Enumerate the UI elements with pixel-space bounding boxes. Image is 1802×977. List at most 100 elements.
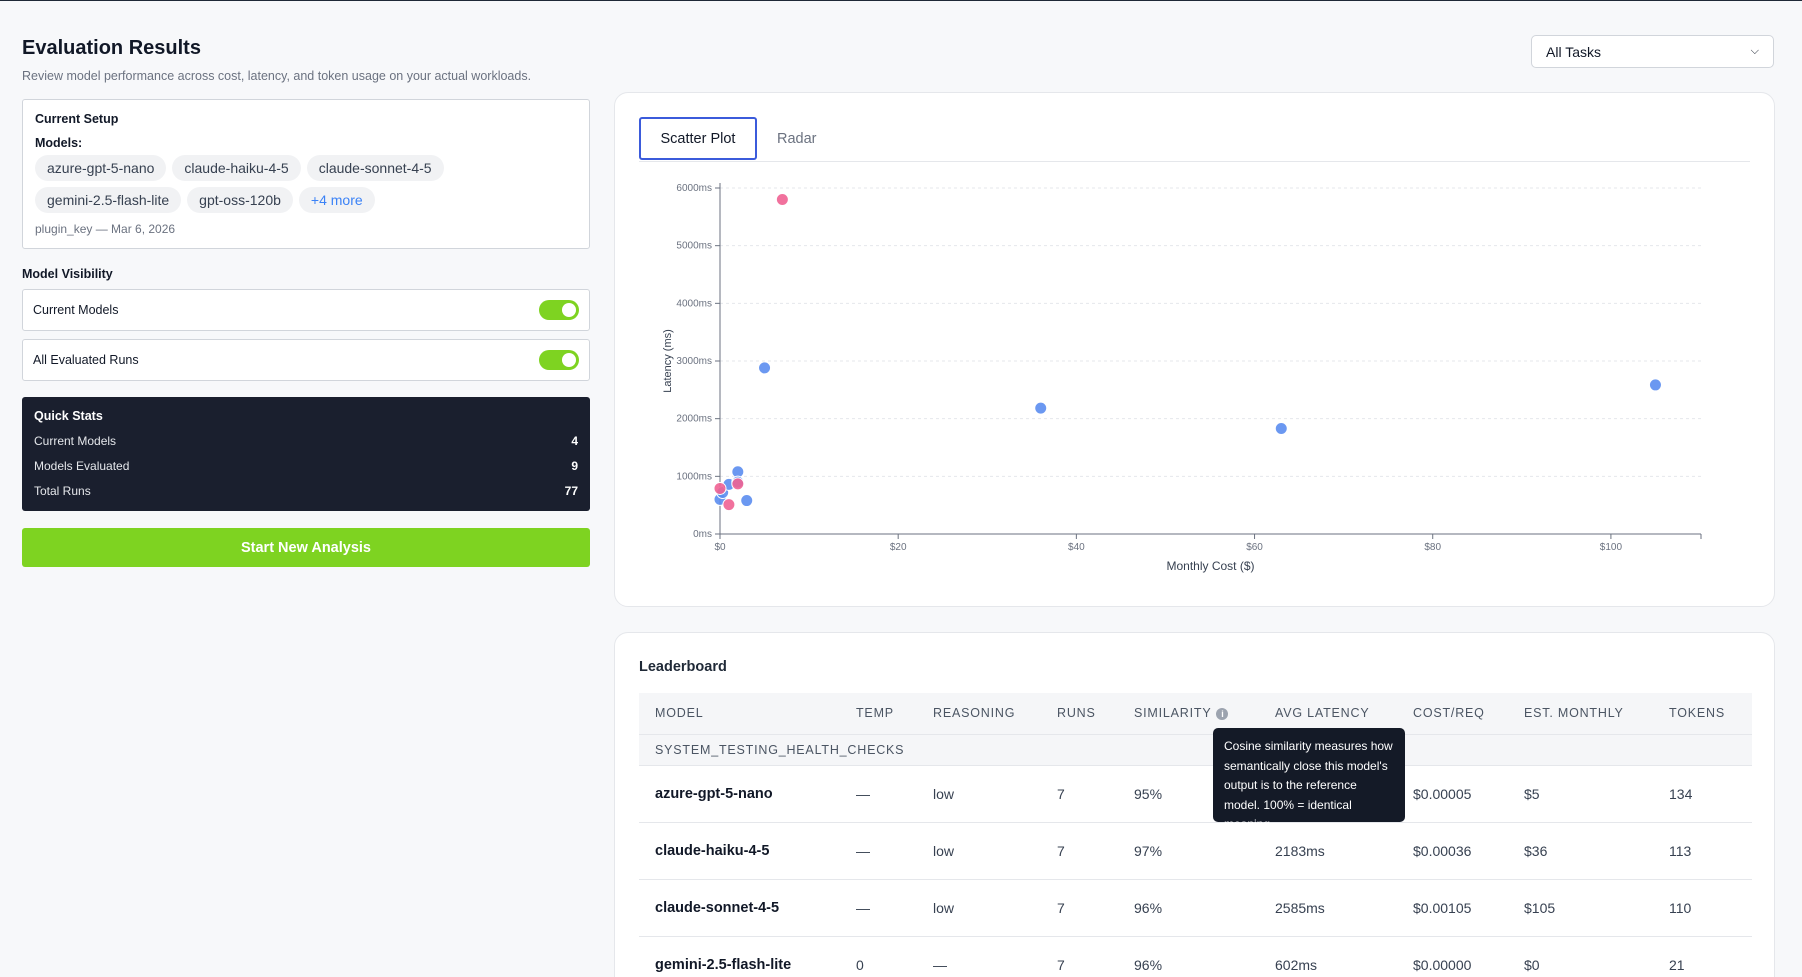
chevron-down-icon: ⌵ bbox=[1750, 45, 1759, 57]
current-models-toggle-row: Current Models bbox=[22, 289, 590, 331]
col-temp[interactable]: TEMP bbox=[840, 693, 917, 735]
cell-reasoning: low bbox=[917, 879, 1041, 937]
stat-label: Current Models bbox=[34, 434, 117, 448]
data-point bbox=[758, 361, 772, 375]
quick-stats-card: Quick Stats Current Models 4 Models Eval… bbox=[22, 397, 590, 511]
col-reasoning[interactable]: REASONING bbox=[917, 693, 1041, 735]
cell-latency: 2585ms bbox=[1259, 879, 1397, 937]
cell-tokens: 21 bbox=[1653, 936, 1752, 977]
cell-cost: $0.00005 bbox=[1397, 765, 1508, 823]
x-tick-label: $20 bbox=[890, 542, 907, 553]
stat-total-runs: Total Runs 77 bbox=[34, 484, 578, 498]
col-model[interactable]: MODEL bbox=[639, 693, 840, 735]
page-subtitle: Review model performance across cost, la… bbox=[22, 69, 532, 83]
x-tick-label: $100 bbox=[1600, 542, 1623, 553]
model-chip: claude-haiku-4-5 bbox=[172, 155, 301, 181]
current-setup-card: Current Setup Models: azure-gpt-5-nano c… bbox=[22, 99, 590, 249]
setup-meta: plugin_key — Mar 6, 2026 bbox=[35, 222, 176, 236]
col-similarity[interactable]: SIMILARITY i bbox=[1118, 693, 1259, 735]
x-tick-label: $80 bbox=[1424, 542, 1441, 553]
cell-temp: 0 bbox=[840, 936, 917, 977]
all-runs-toggle-label: All Evaluated Runs bbox=[33, 353, 139, 367]
cell-model: claude-sonnet-4-5 bbox=[639, 879, 840, 937]
setup-title: Current Setup bbox=[35, 112, 119, 126]
start-new-analysis-button[interactable]: Start New Analysis bbox=[22, 528, 590, 567]
cell-cost: $0.00105 bbox=[1397, 879, 1508, 937]
stat-value: 77 bbox=[564, 484, 578, 498]
data-point bbox=[731, 477, 745, 491]
table-row[interactable]: azure-gpt-5-nano — low 7 95% $0.00005 $5… bbox=[639, 765, 1752, 823]
model-chips: azure-gpt-5-nano claude-haiku-4-5 claude… bbox=[35, 155, 515, 213]
cell-runs: 7 bbox=[1041, 936, 1118, 977]
cell-similarity: 97% bbox=[1118, 822, 1259, 880]
tab-radar[interactable]: Radar bbox=[777, 130, 817, 147]
stat-models-evaluated: Models Evaluated 9 bbox=[34, 459, 578, 473]
cell-tokens: 113 bbox=[1653, 822, 1752, 880]
cell-model: claude-haiku-4-5 bbox=[639, 822, 840, 880]
y-tick-label: 3000ms bbox=[676, 356, 712, 367]
y-tick-label: 1000ms bbox=[676, 471, 712, 482]
stat-value: 9 bbox=[571, 459, 578, 473]
stat-value: 4 bbox=[571, 434, 578, 448]
x-axis-label: Monthly Cost ($) bbox=[1166, 559, 1254, 573]
all-runs-toggle-row: All Evaluated Runs bbox=[22, 339, 590, 381]
more-models-link[interactable]: +4 more bbox=[298, 187, 375, 213]
group-label: SYSTEM_TESTING_HEALTH_CHECKS bbox=[639, 734, 1752, 766]
stat-current-models: Current Models 4 bbox=[34, 434, 578, 448]
chart-tabs: Scatter Plot Radar bbox=[639, 117, 1750, 162]
col-cost-req[interactable]: COST/REQ bbox=[1397, 693, 1508, 735]
cell-cost: $0.00036 bbox=[1397, 822, 1508, 880]
cell-monthly: $105 bbox=[1508, 879, 1653, 937]
cell-similarity: 96% bbox=[1118, 879, 1259, 937]
model-chip: gemini-2.5-flash-lite bbox=[35, 187, 182, 213]
models-label: Models: bbox=[35, 136, 83, 150]
current-models-toggle-label: Current Models bbox=[33, 303, 119, 317]
col-est-monthly[interactable]: EST. MONTHLY bbox=[1508, 693, 1653, 735]
data-point bbox=[775, 193, 789, 207]
cell-reasoning: — bbox=[917, 936, 1041, 977]
data-point bbox=[1648, 378, 1662, 392]
info-icon[interactable]: i bbox=[1216, 707, 1229, 720]
stat-label: Models Evaluated bbox=[34, 459, 130, 473]
leaderboard-title: Leaderboard bbox=[639, 659, 727, 675]
data-point bbox=[740, 494, 754, 508]
col-avg-latency[interactable]: AVG LATENCY bbox=[1259, 693, 1397, 735]
table-row[interactable]: gemini-2.5-flash-lite 0 — 7 96% 602ms $0… bbox=[639, 936, 1752, 977]
table-row[interactable]: claude-sonnet-4-5 — low 7 96% 2585ms $0.… bbox=[639, 879, 1752, 937]
cell-reasoning: low bbox=[917, 822, 1041, 880]
y-tick-label: 5000ms bbox=[676, 241, 712, 252]
table-row[interactable]: claude-haiku-4-5 — low 7 97% 2183ms $0.0… bbox=[639, 822, 1752, 880]
left-panel: Current Setup Models: azure-gpt-5-nano c… bbox=[22, 99, 590, 567]
cell-temp: — bbox=[840, 822, 917, 880]
x-tick-label: $0 bbox=[714, 542, 726, 553]
cell-runs: 7 bbox=[1041, 879, 1118, 937]
cell-runs: 7 bbox=[1041, 765, 1118, 823]
page-title: Evaluation Results bbox=[22, 37, 201, 59]
model-chip: gpt-oss-120b bbox=[187, 187, 293, 213]
col-tokens[interactable]: TOKENS bbox=[1653, 693, 1752, 735]
cell-cost: $0.00000 bbox=[1397, 936, 1508, 977]
chart-card: Scatter Plot Radar 0ms 1000ms 2000ms 3000ms… bbox=[614, 92, 1775, 607]
cell-reasoning: low bbox=[917, 765, 1041, 823]
cell-temp: — bbox=[840, 765, 917, 823]
cell-model: gemini-2.5-flash-lite bbox=[639, 936, 840, 977]
tab-scatter-plot[interactable]: Scatter Plot bbox=[639, 117, 757, 160]
y-tick-label: 4000ms bbox=[676, 298, 712, 309]
stats-title: Quick Stats bbox=[34, 409, 103, 423]
all-runs-toggle[interactable] bbox=[539, 350, 579, 370]
task-filter-select[interactable]: All Tasks ⌵ bbox=[1531, 35, 1774, 68]
cell-monthly: $5 bbox=[1508, 765, 1653, 823]
x-tick-label: $40 bbox=[1068, 542, 1085, 553]
col-runs[interactable]: RUNS bbox=[1041, 693, 1118, 735]
y-tick-label: 6000ms bbox=[676, 183, 712, 194]
group-row: SYSTEM_TESTING_HEALTH_CHECKS bbox=[639, 734, 1752, 766]
cell-similarity: 96% bbox=[1118, 936, 1259, 977]
cell-monthly: $0 bbox=[1508, 936, 1653, 977]
cell-latency: 602ms bbox=[1259, 936, 1397, 977]
cell-model: azure-gpt-5-nano bbox=[639, 765, 840, 823]
current-models-toggle[interactable] bbox=[539, 300, 579, 320]
data-point bbox=[722, 498, 736, 512]
similarity-tooltip: Cosine similarity measures how semantica… bbox=[1213, 728, 1405, 831]
data-point bbox=[713, 481, 727, 495]
stat-label: Total Runs bbox=[34, 484, 91, 498]
